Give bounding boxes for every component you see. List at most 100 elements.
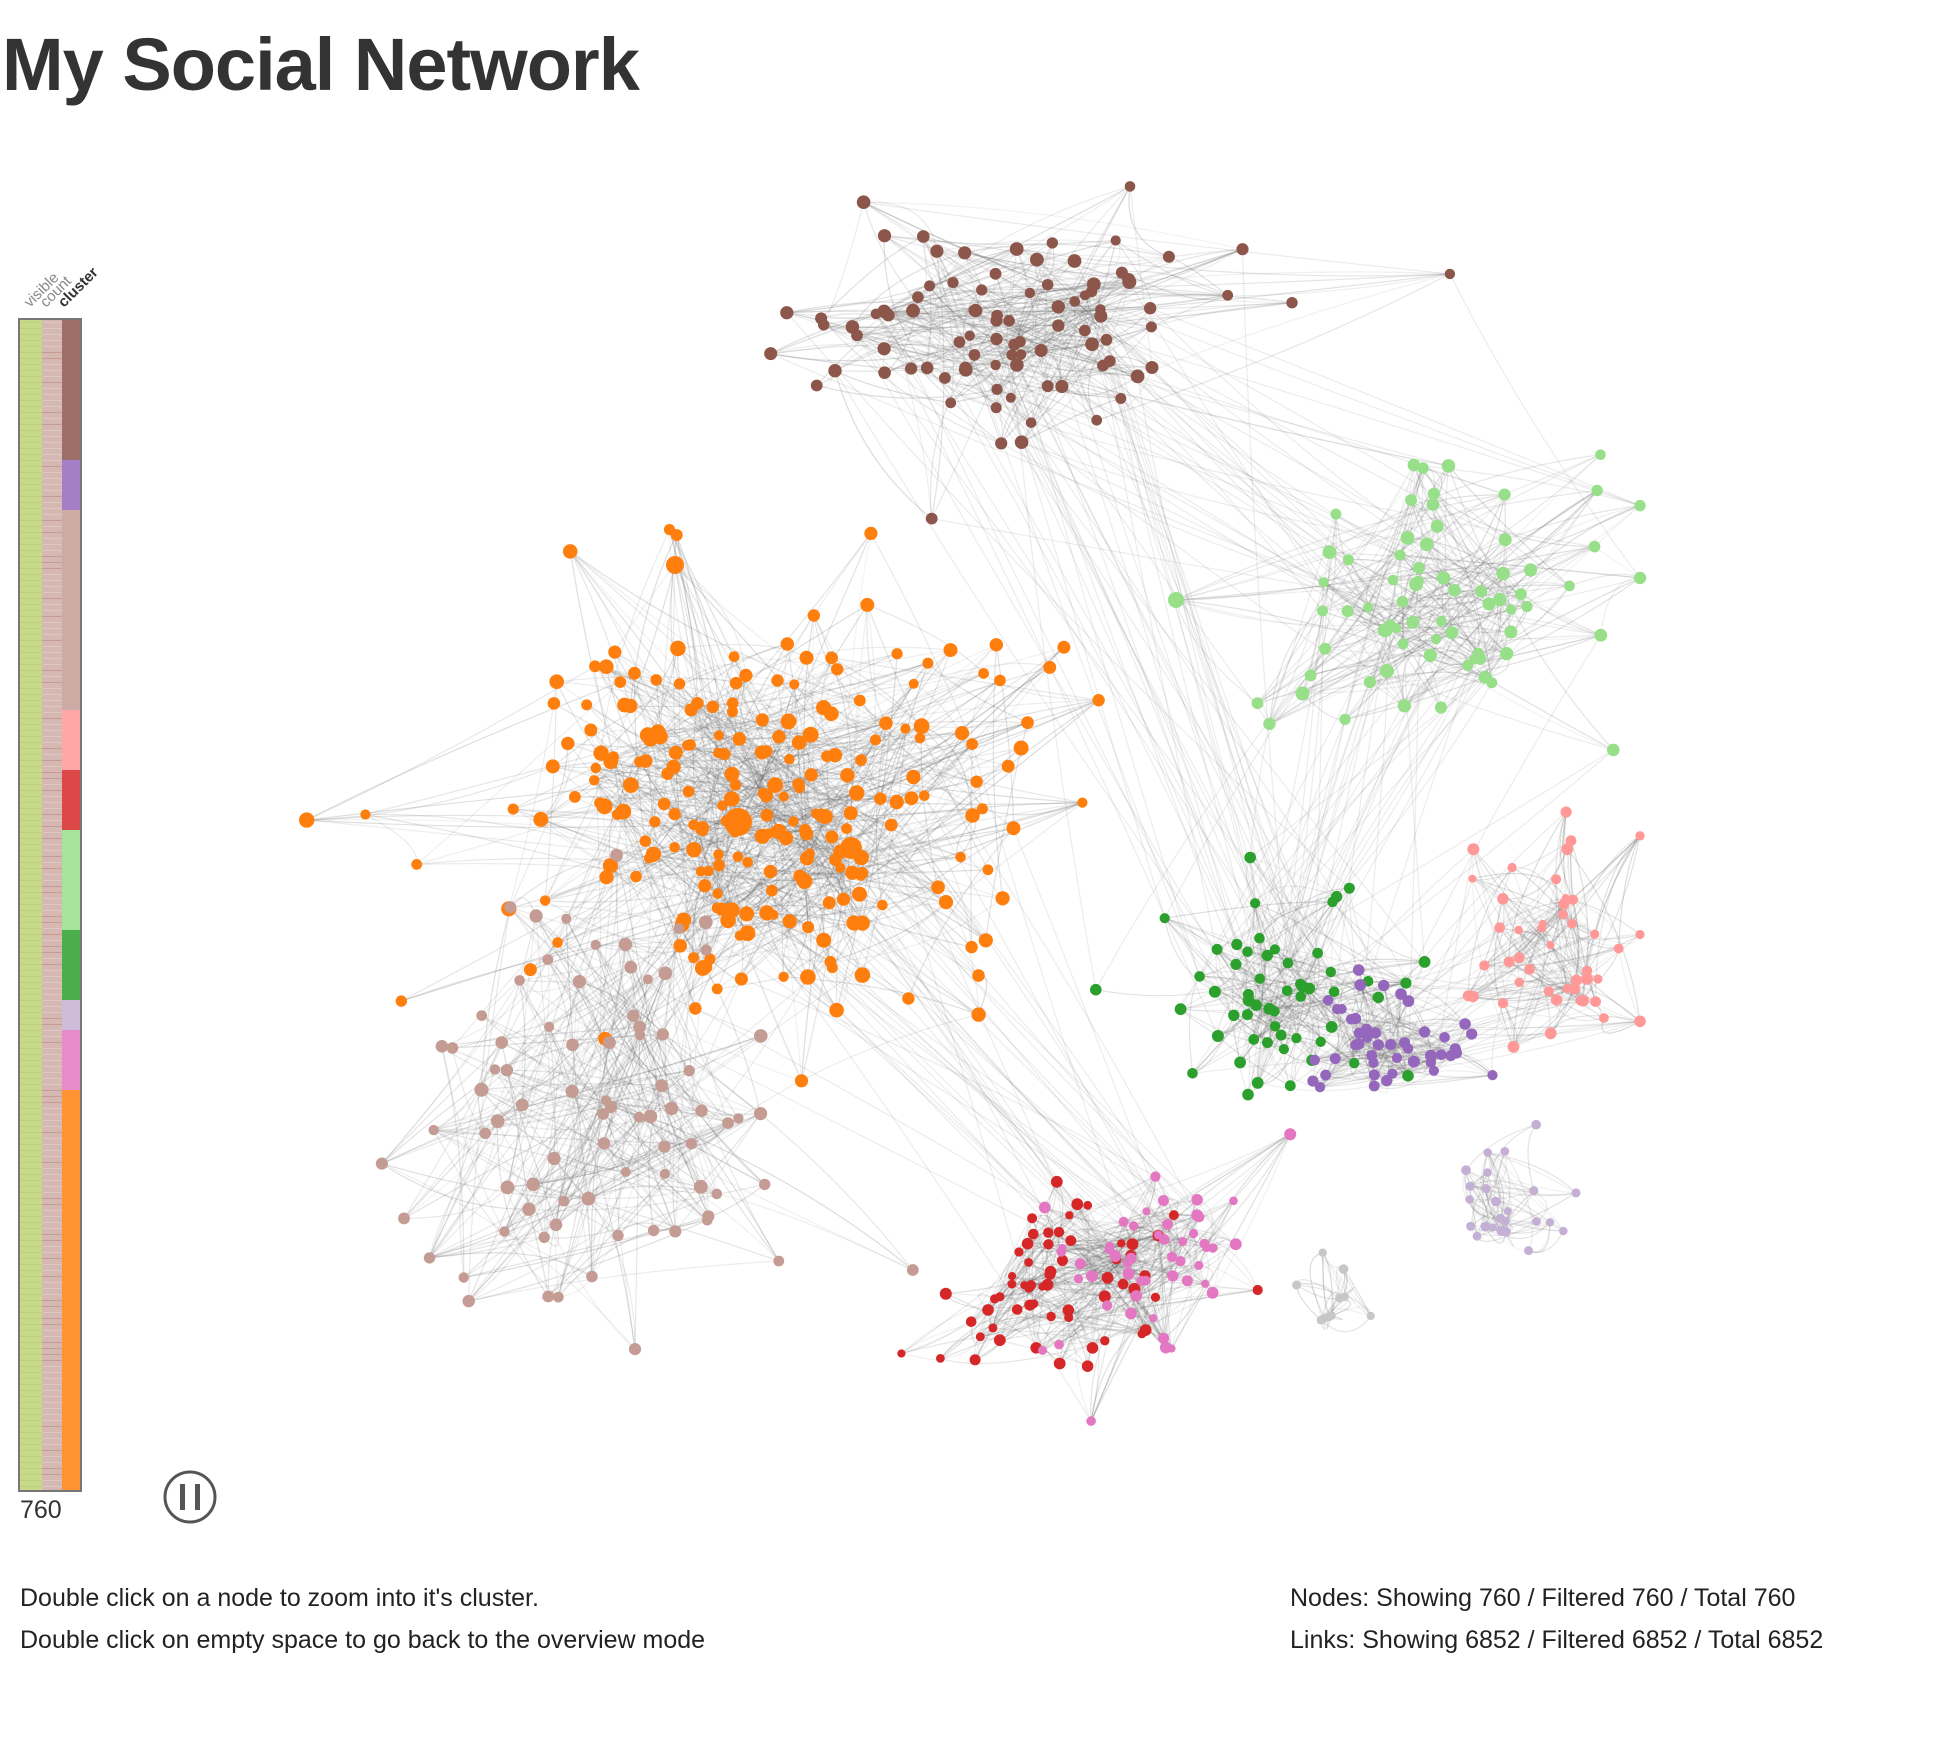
cluster-sidebar[interactable]: visible count cluster 760 [18,264,102,1524]
network-node-orange[interactable] [611,809,623,820]
network-node-red[interactable] [1029,1299,1039,1309]
cluster-segment[interactable] [62,770,81,830]
network-node-gray[interactable] [1338,1264,1349,1274]
cluster-segment[interactable] [62,1090,81,1490]
network-node-green[interactable] [1295,978,1306,990]
network-node-tan[interactable] [558,1195,570,1207]
network-node-green[interactable] [1325,1021,1338,1033]
network-node-orange[interactable] [768,909,779,920]
network-node-orange[interactable] [549,674,564,689]
network-node-green[interactable] [1330,890,1343,903]
network-node-green[interactable] [1275,1029,1287,1041]
network-node-orange[interactable] [825,651,838,665]
network-node-purple[interactable] [1487,1070,1498,1081]
network-node-green[interactable] [1295,991,1306,1002]
network-node-red[interactable] [1024,1258,1033,1267]
network-node-tan[interactable] [658,966,673,981]
network-node-brown[interactable] [1003,315,1015,327]
network-node-light-green[interactable] [1499,646,1514,661]
network-node-tan[interactable] [522,1202,536,1216]
network-node-salmon[interactable] [1524,963,1535,975]
network-node-orange[interactable] [780,713,797,730]
network-node-lavender[interactable] [1559,1226,1568,1236]
network-node-red[interactable] [1021,1237,1034,1250]
network-node-tan[interactable] [733,1113,744,1124]
network-node-green[interactable] [1343,882,1355,894]
network-node-orange[interactable] [734,972,748,986]
network-node-light-green[interactable] [1504,625,1518,639]
network-node-salmon[interactable] [1599,1013,1609,1023]
network-node-orange[interactable] [1057,640,1071,654]
network-node-orange[interactable] [900,723,911,734]
network-node-tan[interactable] [490,1114,505,1128]
network-node-red[interactable] [1083,1200,1093,1210]
network-node-orange[interactable] [840,768,855,783]
network-node-orange[interactable] [734,930,746,941]
network-node-orange[interactable] [706,700,720,714]
network-node-tan[interactable] [618,937,633,952]
network-node-orange[interactable] [589,660,601,673]
network-node-orange[interactable] [780,637,794,651]
network-node-red[interactable] [1117,1239,1126,1248]
network-node-brown[interactable] [1024,287,1036,299]
network-node-orange[interactable] [891,648,903,660]
network-node-red[interactable] [1101,1271,1114,1284]
network-node-light-green[interactable] [1419,537,1434,552]
network-node-orange[interactable] [742,857,753,868]
network-node-orange[interactable] [778,791,789,802]
network-node-light-green[interactable] [1413,562,1425,574]
network-node-green[interactable] [1250,898,1261,909]
network-node-orange[interactable] [854,967,871,983]
network-node-orange[interactable] [533,811,549,827]
network-node-green[interactable] [1261,949,1274,962]
network-node-green[interactable] [1208,985,1221,998]
network-node-gray[interactable] [1292,1280,1302,1290]
network-node-purple[interactable] [1309,1054,1320,1066]
network-node-tan[interactable] [552,1291,564,1303]
network-node-orange[interactable] [757,787,769,799]
network-node-orange[interactable] [852,886,867,902]
network-node-orange[interactable] [827,748,843,763]
network-node-brown[interactable] [906,303,920,318]
network-node-red[interactable] [1043,1239,1054,1250]
network-node-orange[interactable] [766,884,778,897]
network-node-orange[interactable] [607,751,620,763]
network-node-brown[interactable] [815,312,828,325]
network-node-orange[interactable] [841,823,852,834]
network-node-salmon[interactable] [1582,965,1593,976]
network-node-salmon[interactable] [1569,983,1580,995]
network-node-orange[interactable] [638,754,653,768]
network-node-pink[interactable] [1194,1260,1204,1270]
network-node-gray[interactable] [1324,1313,1333,1322]
network-node-purple[interactable] [1314,1081,1326,1093]
network-node-orange[interactable] [584,723,598,737]
network-node-orange[interactable] [682,740,693,751]
network-node-light-green[interactable] [1427,487,1440,500]
network-node-tan[interactable] [446,1042,459,1054]
network-node-green[interactable] [1228,1009,1240,1021]
network-node-pink[interactable] [1162,1218,1174,1230]
network-node-green[interactable] [1400,977,1412,989]
network-node-orange[interactable] [622,777,639,793]
network-node-tan[interactable] [659,1168,671,1179]
network-node-orange[interactable] [982,864,994,876]
network-node-lavender[interactable] [1500,1147,1510,1156]
cluster-segment[interactable] [62,830,81,930]
network-node-orange[interactable] [547,697,561,710]
network-node-orange[interactable] [686,842,702,858]
network-node-green[interactable] [1230,958,1242,971]
network-node-green[interactable] [1242,946,1253,958]
network-node-red[interactable] [936,1354,945,1363]
network-node-tan[interactable] [458,1272,469,1283]
network-node-brown[interactable] [1110,235,1121,246]
network-node-brown[interactable] [1097,359,1109,372]
network-node-orange[interactable] [713,730,724,741]
network-node-brown[interactable] [990,332,1003,346]
network-node-brown[interactable] [1030,252,1044,267]
network-node-green[interactable] [1174,1003,1187,1016]
network-node-brown[interactable] [1067,254,1082,268]
network-node-orange[interactable] [596,798,613,815]
network-node-salmon[interactable] [1514,977,1524,987]
network-node-green[interactable] [1328,986,1340,997]
network-node-orange[interactable] [954,726,970,741]
